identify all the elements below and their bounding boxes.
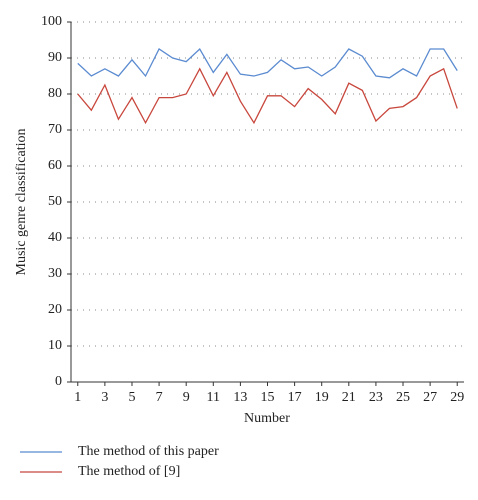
x-tick-label: 1: [74, 390, 81, 405]
x-tick-label: 21: [342, 390, 356, 405]
y-tick-label: 50: [48, 194, 62, 209]
x-tick-label: 27: [423, 390, 437, 405]
y-tick-label: 10: [48, 338, 62, 353]
y-tick-label: 30: [48, 266, 62, 281]
x-tick-label: 15: [261, 390, 275, 405]
x-tick-label: 5: [128, 390, 135, 405]
y-tick-label: 70: [48, 122, 62, 137]
x-tick-label: 23: [369, 390, 383, 405]
y-tick-label: 20: [48, 302, 62, 317]
y-tick-label: 100: [41, 14, 62, 29]
x-tick-label: 13: [233, 390, 247, 405]
x-tick-label: 9: [183, 390, 190, 405]
x-tick-label: 17: [288, 390, 302, 405]
y-tick-label: 60: [48, 158, 62, 173]
legend-label: The method of [9]: [78, 464, 180, 479]
x-tick-label: 7: [156, 390, 163, 405]
y-tick-label: 40: [48, 230, 62, 245]
y-axis-label: Music genre classification: [14, 129, 29, 276]
y-tick-label: 90: [48, 50, 62, 65]
x-axis-label: Number: [244, 411, 290, 426]
x-tick-label: 29: [450, 390, 464, 405]
series-line: [77, 67, 458, 125]
series-line: [77, 47, 458, 79]
y-tick-label: 80: [48, 86, 62, 101]
y-tick-label: 0: [55, 374, 62, 389]
x-tick-label: 25: [396, 390, 410, 405]
x-tick-label: 19: [315, 390, 329, 405]
legend-label: The method of this paper: [78, 444, 219, 459]
x-tick-label: 3: [101, 390, 108, 405]
x-tick-label: 11: [207, 390, 220, 405]
